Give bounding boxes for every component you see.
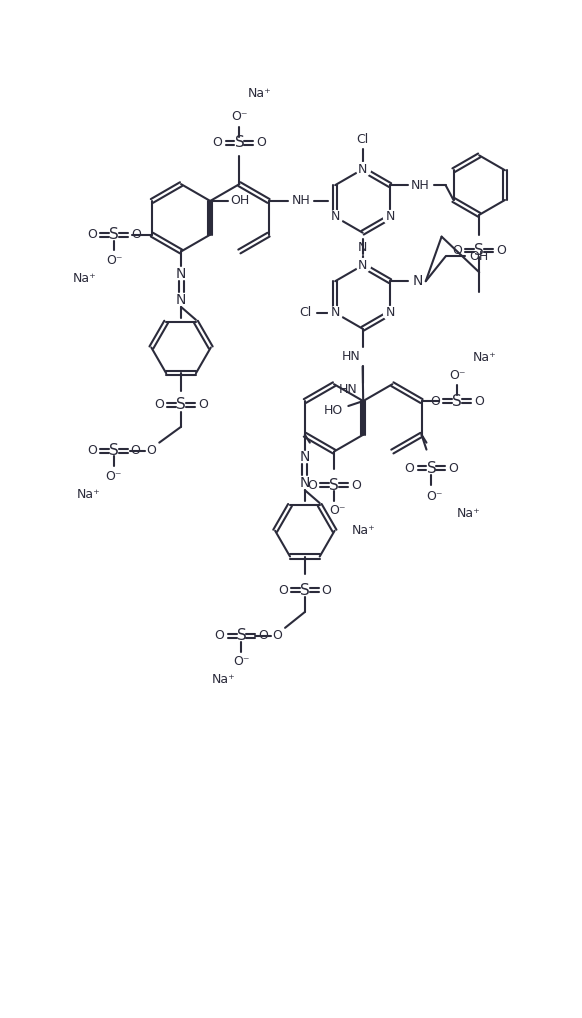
Text: O: O [404, 462, 414, 474]
Text: N: N [385, 211, 395, 223]
Text: NH: NH [292, 194, 311, 208]
Text: O: O [272, 629, 282, 642]
Text: S: S [237, 628, 246, 643]
Text: O: O [448, 462, 458, 474]
Text: O⁻: O⁻ [231, 110, 247, 123]
Text: O: O [147, 444, 157, 457]
Text: O: O [496, 244, 506, 257]
Text: N: N [385, 306, 395, 320]
Text: S: S [452, 394, 462, 408]
Text: Na⁺: Na⁺ [473, 351, 497, 364]
Text: Na⁺: Na⁺ [77, 488, 101, 501]
Text: O: O [278, 583, 288, 597]
Text: NH: NH [410, 178, 429, 191]
Text: O: O [258, 629, 268, 642]
Text: Na⁺: Na⁺ [247, 87, 271, 100]
Text: O⁻: O⁻ [233, 655, 250, 668]
Text: S: S [300, 582, 310, 598]
Text: O: O [130, 444, 140, 457]
Text: O: O [215, 629, 225, 642]
Text: O⁻: O⁻ [105, 469, 122, 483]
Text: O: O [87, 228, 97, 241]
Text: Na⁺: Na⁺ [73, 272, 97, 285]
Text: N: N [413, 274, 423, 288]
Text: Na⁺: Na⁺ [212, 673, 236, 686]
Text: O: O [154, 398, 164, 411]
Text: O: O [322, 583, 332, 597]
Text: N: N [358, 163, 367, 176]
Text: OH: OH [230, 194, 250, 208]
Text: N: N [358, 241, 367, 254]
Text: O⁻: O⁻ [449, 369, 466, 382]
Text: Cl: Cl [299, 306, 311, 320]
Text: HN: HN [339, 383, 358, 396]
Text: S: S [176, 397, 186, 412]
Text: O: O [131, 228, 141, 241]
Text: HO: HO [324, 404, 343, 417]
Text: O: O [351, 478, 361, 492]
Text: O: O [87, 444, 97, 457]
Text: S: S [235, 135, 244, 150]
Text: N: N [331, 211, 340, 223]
Text: N: N [300, 451, 310, 464]
Text: S: S [427, 461, 436, 475]
Text: O: O [256, 136, 266, 149]
Text: O: O [474, 395, 484, 407]
Text: S: S [329, 477, 339, 493]
Text: O⁻: O⁻ [329, 505, 345, 517]
Text: O: O [431, 395, 441, 407]
Text: HN: HN [342, 350, 360, 363]
Text: N: N [176, 293, 186, 307]
Text: N: N [331, 306, 340, 320]
Text: Na⁺: Na⁺ [457, 507, 481, 520]
Text: S: S [109, 227, 119, 242]
Text: O⁻: O⁻ [106, 253, 122, 267]
Text: S: S [474, 243, 484, 258]
Text: N: N [176, 268, 186, 281]
Text: S: S [109, 443, 119, 458]
Text: N: N [358, 259, 367, 272]
Text: N: N [300, 476, 310, 491]
Text: O: O [453, 244, 462, 257]
Text: Na⁺: Na⁺ [352, 524, 375, 538]
Text: O: O [212, 136, 222, 149]
Text: OH: OH [470, 250, 489, 263]
Text: O: O [198, 398, 208, 411]
Text: O⁻: O⁻ [426, 490, 443, 503]
Text: O: O [307, 478, 317, 492]
Text: Cl: Cl [357, 133, 369, 146]
